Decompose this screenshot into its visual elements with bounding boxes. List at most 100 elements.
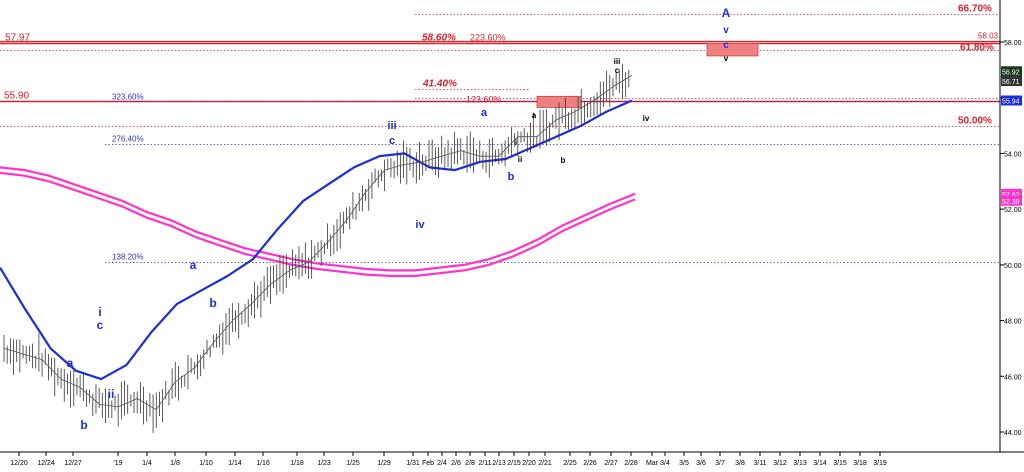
level-label: 323.60% — [112, 93, 144, 102]
x-tick-label: 1/16 — [256, 460, 270, 467]
levels-layer: 57.97 58.60% 223.60% 58.03 61.80% 66.70% 276.4… — [0, 4, 1000, 263]
ma-price-badge: 55.94 — [1002, 99, 1020, 106]
slow-lower-badge-bg — [1001, 195, 1022, 206]
x-tick-label: 3/4 — [660, 460, 670, 467]
wave-label: b — [80, 418, 87, 432]
x-tick-label: Feb — [422, 460, 434, 467]
x-tick-label: 1/31 — [406, 460, 420, 467]
x-tick-label: 2/11 — [478, 460, 491, 467]
wave-label: c — [723, 40, 729, 51]
y-tick-label: 44.00 — [1004, 430, 1022, 437]
level-label: 41.40% — [422, 79, 457, 90]
series-layer — [0, 63, 636, 433]
wave-label: a — [481, 107, 488, 119]
wave-label: iii — [614, 57, 621, 66]
y-tick-label: 46.00 — [1004, 374, 1022, 381]
level-label: 123.60% — [466, 95, 502, 105]
sub-price-badge: 56.71 — [1002, 79, 1020, 86]
x-tick-label: 12/27 — [64, 460, 82, 467]
x-tick-label: 12/24 — [37, 460, 55, 467]
x-tick-label: 1/14 — [228, 460, 242, 467]
x-tick-label: 1/8 — [170, 460, 180, 467]
y-tick-label: 54.00 — [1004, 151, 1022, 158]
x-tick-label: 2/20 — [522, 460, 536, 467]
slow-ma-lower — [0, 171, 636, 278]
level-label: 276.40% — [112, 135, 144, 144]
last-price-badge-bg — [1001, 66, 1022, 77]
x-tick-label: 1/29 — [377, 460, 391, 467]
x-tick-label: 2/25 — [563, 460, 577, 467]
y-tick-label: 52.00 — [1004, 207, 1022, 214]
x-tick-label: 2/8 — [465, 460, 475, 467]
x-tick-label: 1/25 — [346, 460, 360, 467]
wave-label: b — [508, 171, 515, 183]
x-tick-label: 3/5 — [679, 460, 689, 467]
x-tick-label: 2/21 — [538, 460, 552, 467]
y-tick-label: 58.00 — [1004, 40, 1022, 47]
x-tick-label: 3/7 — [715, 460, 725, 467]
x-tick-label: 3/8 — [735, 460, 745, 467]
moving-average — [0, 99, 633, 381]
x-tick-label: 2/15 — [507, 460, 521, 467]
wave-label: b — [561, 156, 566, 165]
wave-label: c — [615, 66, 620, 75]
wave-label: v — [724, 54, 729, 63]
wave-label: i — [515, 138, 517, 147]
x-tick-label: 1/10 — [199, 460, 213, 467]
last-price-badge: 56.92 — [1002, 69, 1020, 76]
slow-ma-upper — [0, 166, 636, 272]
slow-lower-badge: 52.39 — [1002, 199, 1020, 206]
target-box — [706, 42, 759, 57]
wave-label: iv — [415, 219, 425, 231]
y-tick-label: 50.00 — [1004, 263, 1022, 270]
slow-upper-badge-bg — [1001, 188, 1022, 199]
x-tick-label: 2/13 — [492, 460, 506, 467]
wave-label: a — [190, 258, 197, 272]
x-tick-label: 3/12 — [773, 460, 787, 467]
wave-label: b — [209, 296, 216, 310]
level-label: 58.60% — [422, 33, 456, 44]
wave-label: v — [723, 25, 729, 36]
level-label: 138.20% — [112, 253, 144, 262]
x-tick-label: '19 — [113, 460, 122, 467]
level-label: 66.70% — [958, 4, 992, 15]
x-tick-label: 1/23 — [317, 460, 331, 467]
wave-label: ii — [108, 387, 115, 401]
wave-label: A — [722, 6, 731, 20]
x-tick-label: 2/27 — [604, 460, 618, 467]
slow-upper-badge: 52.62 — [1002, 192, 1020, 199]
x-tick-label: 3/11 — [753, 460, 766, 467]
x-tick-label: 2/26 — [583, 460, 597, 467]
price-line — [3, 75, 633, 411]
x-tick-label: Mar — [646, 460, 659, 467]
level-label: 55.90 — [4, 91, 29, 102]
x-tick-label: 2/6 — [451, 460, 461, 467]
target-boxes — [536, 42, 759, 108]
wave-label: iii — [387, 120, 396, 132]
x-tick-label: 3/14 — [813, 460, 827, 467]
sub-price-badge-bg — [1001, 76, 1022, 86]
x-tick-label: 1/4 — [142, 460, 152, 467]
wave-label: c — [389, 135, 395, 147]
level-label: 223.60% — [470, 33, 506, 43]
ma-price-badge-bg — [1001, 95, 1022, 106]
wave-label: iv — [643, 114, 650, 123]
x-tick-label: 12/20 — [10, 460, 28, 467]
x-tick-label: 3/19 — [873, 460, 887, 467]
x-tick-label: 3/13 — [793, 460, 807, 467]
level-label: 57.97 — [5, 33, 30, 44]
wave-label: c — [97, 318, 104, 332]
wave-label: i — [98, 305, 101, 319]
x-tick-label: 2/28 — [624, 460, 638, 467]
wave-label: a — [67, 356, 74, 370]
x-tick-label: 1/18 — [290, 460, 304, 467]
level-label: 58.03 — [978, 32, 999, 41]
wave-label: a — [532, 111, 537, 120]
x-tick-label: 3/18 — [853, 460, 867, 467]
y-tick-label: 48.00 — [1004, 319, 1022, 326]
level-label: 50.00% — [958, 116, 992, 127]
